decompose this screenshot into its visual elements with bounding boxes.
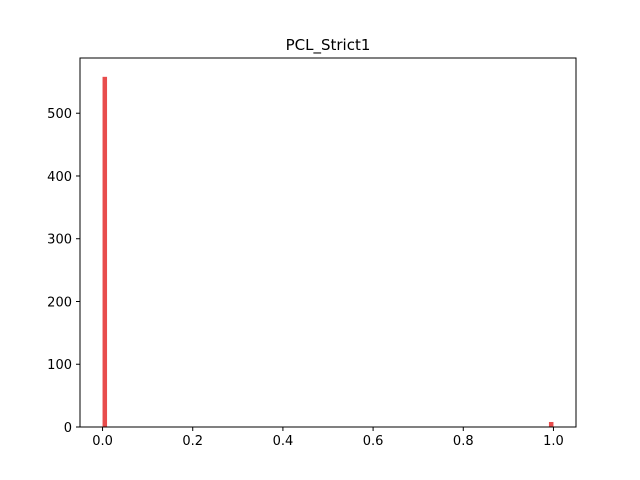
y-tick-label: 500 <box>47 107 72 122</box>
x-tick-label: 0.8 <box>453 434 474 449</box>
x-tick-label: 0.6 <box>363 434 384 449</box>
y-tick-label: 0 <box>64 421 72 436</box>
histogram-bar-1 <box>548 421 554 427</box>
bars-group <box>102 76 554 427</box>
chart-title: PCL_Strict1 <box>286 36 371 55</box>
y-tick-label: 200 <box>47 295 72 310</box>
plot-frame <box>79 57 577 428</box>
x-tick-label: 0.2 <box>182 434 203 449</box>
y-tick-label: 400 <box>47 170 72 185</box>
histogram-bar-0 <box>102 76 108 427</box>
x-tick-label: 0.4 <box>273 434 294 449</box>
y-axis: 0 100 200 300 400 500 <box>47 107 80 436</box>
y-tick-label: 300 <box>47 233 72 248</box>
x-tick-label: 1.0 <box>543 434 564 449</box>
x-axis: 0.0 0.2 0.4 0.6 0.8 1.0 <box>92 427 564 449</box>
x-tick-label: 0.0 <box>92 434 113 449</box>
y-tick-label: 100 <box>47 358 72 373</box>
